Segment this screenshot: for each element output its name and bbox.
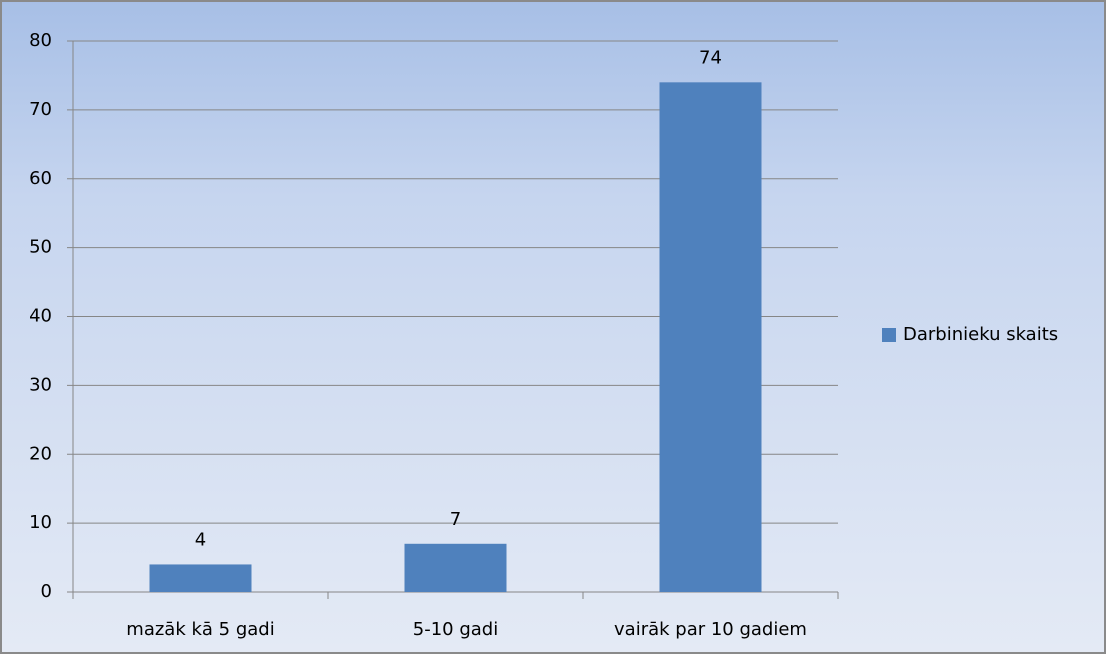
y-tick-label: 50 <box>29 237 52 258</box>
y-tick-label: 10 <box>29 512 52 533</box>
x-tick-label: mazāk kā 5 gadi <box>126 619 274 640</box>
y-tick-label: 20 <box>29 443 52 464</box>
x-tick-label: 5-10 gadi <box>413 619 498 640</box>
data-label: 74 <box>699 47 722 68</box>
bar <box>659 82 762 592</box>
x-tick-label: vairāk par 10 gadiem <box>614 619 807 640</box>
legend-label: Darbinieku skaits <box>903 324 1058 345</box>
legend-swatch <box>882 328 896 342</box>
y-tick-label: 70 <box>29 99 52 120</box>
y-tick-label: 60 <box>29 168 52 189</box>
y-tick-label: 40 <box>29 306 52 327</box>
data-label: 4 <box>195 529 206 550</box>
y-tick-label: 0 <box>41 581 52 602</box>
data-label: 7 <box>450 509 461 530</box>
y-tick-label: 80 <box>29 30 52 51</box>
bar <box>404 543 507 592</box>
bar <box>149 564 252 592</box>
y-tick-label: 30 <box>29 374 52 395</box>
